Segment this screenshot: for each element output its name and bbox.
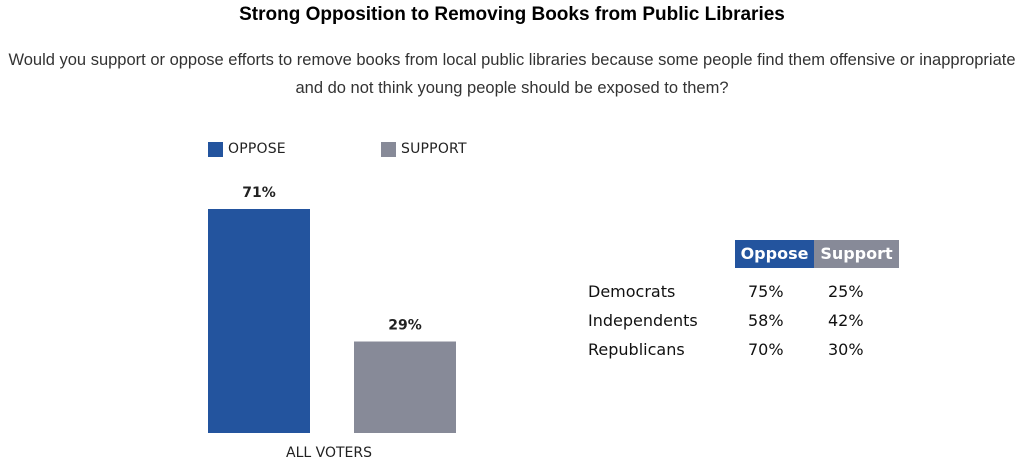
bar-value-label-oppose: 71% <box>242 185 276 201</box>
row-support-value: 42% <box>828 311 864 330</box>
table-header-support: Support <box>814 240 899 268</box>
chart-title: Strong Opposition to Removing Books from… <box>239 4 785 25</box>
row-label: Independents <box>588 311 698 330</box>
row-label: Democrats <box>588 282 676 301</box>
bar-support <box>354 341 456 433</box>
table-header-oppose: Oppose <box>735 240 814 268</box>
table-row-republicans: Republicans 70% 30% <box>588 340 908 362</box>
legend-swatch-oppose <box>208 142 223 157</box>
legend-swatch-support <box>381 142 396 157</box>
table-row-independents: Independents 58% 42% <box>588 311 908 333</box>
legend-label-oppose: OPPOSE <box>228 141 286 157</box>
row-support-value: 25% <box>828 282 864 301</box>
bar-value-label-support: 29% <box>388 318 422 334</box>
row-support-value: 30% <box>828 340 864 359</box>
bar-oppose <box>208 209 310 433</box>
chart-subtitle: Would you support or oppose efforts to r… <box>8 51 1016 97</box>
row-oppose-value: 70% <box>748 340 784 359</box>
row-oppose-value: 75% <box>748 282 784 301</box>
legend-label-support: SUPPORT <box>401 141 467 157</box>
category-label: ALL VOTERS <box>286 445 372 461</box>
row-label: Republicans <box>588 340 685 359</box>
row-oppose-value: 58% <box>748 311 784 330</box>
table-row-democrats: Democrats 75% 25% <box>588 282 908 304</box>
